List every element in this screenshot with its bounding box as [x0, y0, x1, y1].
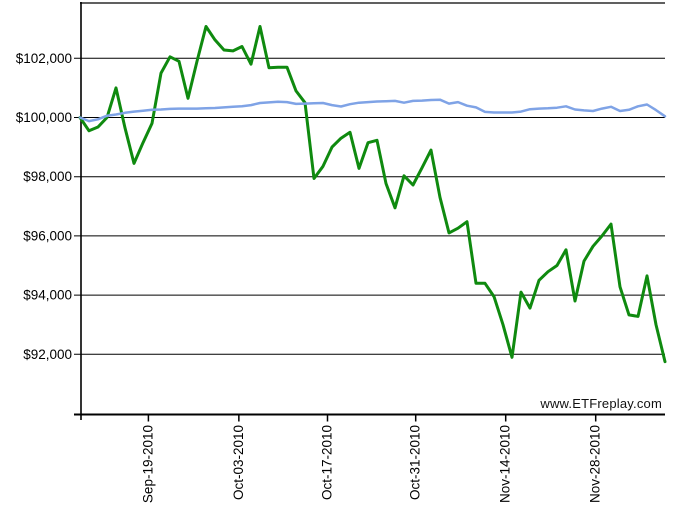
green-series-line: [78, 25, 667, 364]
y-axis-label: $100,000: [16, 110, 72, 125]
x-axis-label: Oct-17-2010: [320, 425, 335, 500]
x-axis-label: Oct-31-2010: [408, 425, 423, 500]
x-axis-label: Nov-28-2010: [588, 425, 603, 503]
y-axis-label: $94,000: [23, 288, 72, 303]
blue-series-line: [78, 98, 667, 123]
x-axis-label: Nov-14-2010: [498, 425, 513, 503]
x-axis-label: Oct-03-2010: [231, 425, 246, 500]
y-axis-label: $92,000: [23, 347, 72, 362]
x-axis-label: Sep-19-2010: [140, 425, 155, 503]
y-axis-label: $98,000: [23, 169, 72, 184]
y-axis-label: $96,000: [23, 228, 72, 243]
watermark-url: www.ETFreplay.com: [540, 396, 662, 411]
y-axis-label: $102,000: [16, 51, 72, 66]
